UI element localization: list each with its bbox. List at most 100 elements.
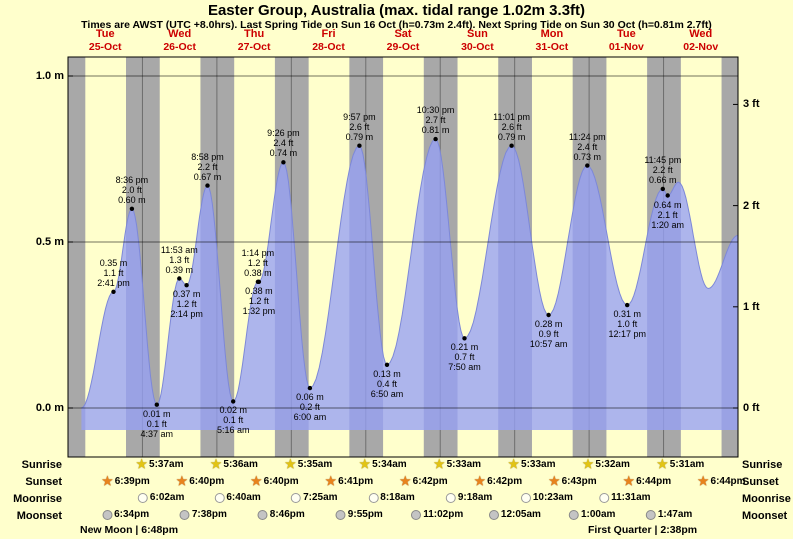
almanac-item: 6:40am	[214, 492, 261, 503]
tide-area	[81, 139, 738, 430]
sunset-star-icon: ★	[697, 474, 709, 488]
almanac-item: 8:46pm	[257, 509, 305, 520]
tide-event-dot	[281, 160, 286, 165]
tide-event-label: 9:26 pm 2.4 ft 0.74 m	[267, 128, 300, 159]
almanac-time: 11:02pm	[423, 509, 464, 520]
day-name: Fri	[321, 28, 336, 40]
almanac-row-label: Moonrise	[742, 493, 791, 505]
moonrise-circle-icon	[368, 492, 379, 503]
tide-event-dot	[256, 279, 262, 284]
tide-event-dot	[546, 312, 551, 318]
almanac-time: 6:34pm	[114, 509, 150, 520]
sunset-star-icon: ★	[176, 474, 188, 488]
tide-event-dot	[111, 289, 116, 294]
sunset-star-icon: ★	[250, 474, 262, 488]
almanac-item: ★ 5:33am	[508, 458, 555, 470]
tide-event-dot	[184, 283, 189, 288]
almanac-time: 7:25am	[303, 492, 338, 503]
sunrise-star-icon: ★	[433, 457, 445, 471]
tide-event-label: 11:01 pm 2.6 ft 0.79 m	[493, 111, 531, 142]
tide-event-label: 0.01 m 0.1 ft 4:37 am	[140, 408, 174, 439]
moonset-circle-icon	[335, 509, 346, 520]
day-date: 31-Oct	[535, 41, 569, 53]
night-band	[68, 57, 86, 457]
almanac-item: ★ 6:40pm	[251, 475, 299, 487]
tide-event-label: 0.28 m 0.9 ft 10:57 am	[529, 319, 568, 350]
almanac-time: 6:39pm	[114, 475, 150, 487]
almanac-item: ★ 6:42pm	[400, 475, 448, 487]
almanac-row-label: Sunset	[742, 476, 779, 488]
moonrise-circle-icon	[445, 492, 456, 503]
almanac-time: 5:33am	[446, 458, 482, 470]
almanac-item: ★ 6:42pm	[474, 475, 522, 487]
almanac-time: 9:18am	[457, 492, 493, 503]
tide-event-dot	[384, 362, 390, 367]
tide-event-label: 0.64 m 2.1 ft 1:20 am	[651, 199, 684, 230]
almanac-time: 1:47am	[657, 509, 693, 520]
almanac-item: 11:31am	[599, 492, 651, 503]
almanac-item: ★ 5:35am	[285, 458, 332, 470]
day-date: 25-Oct	[88, 41, 122, 53]
almanac-time: 12:05am	[500, 509, 541, 520]
tide-event-dot	[665, 193, 670, 198]
tide-event-label: 0.35 m 1.1 ft 2:41 pm	[97, 257, 130, 288]
almanac-time: 6:02am	[149, 492, 185, 503]
almanac-row-label: Moonrise	[13, 493, 62, 505]
moonrise-circle-icon	[291, 492, 302, 503]
almanac-time: 1:00am	[580, 509, 616, 520]
tide-event-dot	[433, 136, 438, 142]
moonset-circle-icon	[102, 509, 113, 520]
day-name: Thu	[244, 28, 265, 40]
almanac-time: 5:34am	[372, 458, 407, 470]
day-name: Sat	[394, 28, 412, 40]
y-axis-label-ft: 3 ft	[743, 98, 760, 111]
sunset-star-icon: ★	[399, 474, 411, 488]
day-name: Sun	[467, 28, 488, 40]
moonrise-circle-icon	[214, 492, 225, 503]
almanac-time: 5:31am	[669, 458, 705, 470]
almanac-item: 11:02pm	[411, 509, 463, 520]
y-axis-label-ft: 0 ft	[743, 402, 760, 414]
tide-event-dot	[357, 143, 362, 148]
sunrise-star-icon: ★	[657, 457, 668, 471]
moonset-circle-icon	[488, 509, 499, 520]
almanac-time: 11:31am	[611, 492, 651, 503]
almanac-item: ★ 6:41pm	[325, 475, 373, 487]
tide-event-dot	[509, 143, 514, 148]
day-name: Wed	[689, 28, 713, 40]
tide-event-label: 9:57 pm 2.6 ft 0.79 m	[343, 111, 376, 142]
almanac-item: 8:18am	[368, 492, 415, 503]
sunset-star-icon: ★	[101, 474, 113, 488]
tide-event-dot	[660, 186, 665, 192]
sunset-star-icon: ★	[548, 474, 560, 488]
day-name: Tue	[616, 28, 636, 40]
almanac-time: 6:42pm	[487, 475, 523, 487]
almanac-item: 9:18am	[445, 492, 493, 503]
almanac-item: 10:23am	[520, 492, 573, 503]
almanac-time: 6:44pm	[710, 475, 746, 487]
sunrise-star-icon: ★	[136, 457, 148, 471]
almanac-time: 5:35am	[297, 458, 333, 470]
day-date: 29-Oct	[386, 41, 420, 53]
sunrise-star-icon: ★	[285, 457, 296, 471]
page-title: Easter Group, Australia (max. tidal rang…	[207, 2, 586, 19]
moon-phase-note: First Quarter | 2:38pm	[588, 524, 698, 536]
almanac-time: 6:40pm	[189, 475, 225, 487]
day-date: 01-Nov	[608, 41, 644, 53]
y-axis-label-m: 1.0 m	[35, 70, 64, 82]
almanac-time: 6:40am	[226, 492, 261, 503]
almanac-time: 6:41pm	[338, 475, 374, 487]
day-name: Mon	[540, 28, 564, 40]
day-date: 26-Oct	[163, 41, 196, 53]
tide-event-label: 0.13 m 0.4 ft 6:50 am	[370, 368, 404, 399]
sunrise-star-icon: ★	[582, 457, 594, 471]
almanac-time: 6:42pm	[412, 475, 448, 487]
almanac-item: 1:00am	[568, 509, 616, 520]
almanac-item: 9:55pm	[335, 509, 383, 520]
sunrise-star-icon: ★	[210, 457, 222, 471]
almanac-time: 9:55pm	[347, 509, 383, 520]
tide-event-dot	[231, 399, 236, 404]
almanac-time: 6:43pm	[561, 475, 597, 487]
almanac-time: 7:38pm	[191, 509, 227, 520]
